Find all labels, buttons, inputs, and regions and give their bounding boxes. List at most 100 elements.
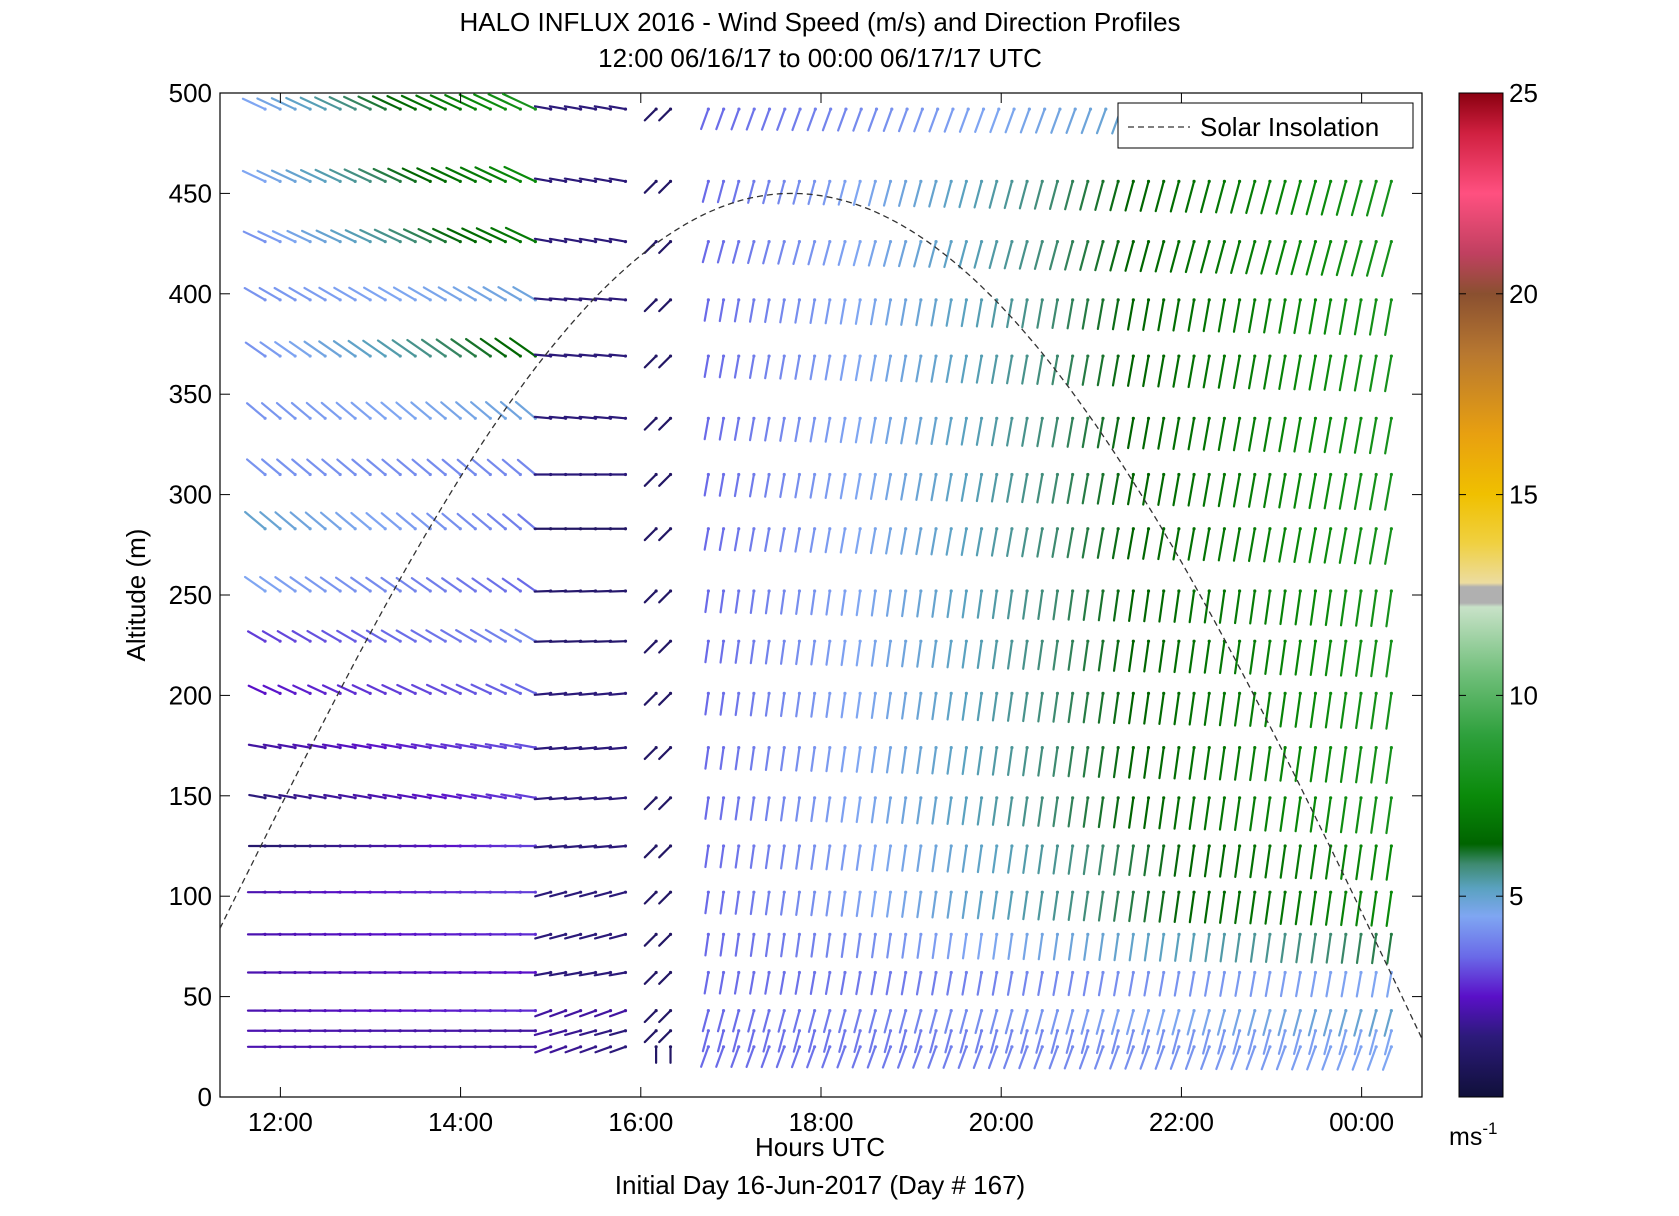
wind-barb-base <box>488 239 492 244</box>
wind-barb-base <box>1283 691 1287 695</box>
wind-barb <box>976 844 983 874</box>
wind-barb <box>1355 891 1363 927</box>
wind-barb <box>1366 1045 1378 1071</box>
wind-barb-base <box>782 691 786 695</box>
wind-barb <box>810 796 816 823</box>
wind-barb-base <box>323 298 327 302</box>
wind-barb-base <box>1025 932 1029 936</box>
wind-barb <box>365 629 387 643</box>
wind-barb <box>1370 844 1378 881</box>
x-axis-label: Hours UTC <box>755 1132 885 1162</box>
wind-barb-base <box>1040 298 1044 302</box>
wind-barb <box>795 891 801 916</box>
wind-barb <box>988 180 998 209</box>
wind-barb <box>1217 473 1226 508</box>
wind-barb-base <box>782 1009 786 1013</box>
wind-barb-base <box>858 179 862 183</box>
wind-barb <box>1035 1009 1044 1035</box>
wind-barb <box>502 93 537 111</box>
wind-barb <box>900 298 907 326</box>
wind-barb-base <box>668 179 673 183</box>
wind-barb-base <box>858 589 862 593</box>
wind-barb-base <box>1253 932 1257 936</box>
wind-barb-base <box>737 107 741 111</box>
wind-barb <box>1233 746 1241 781</box>
wind-barb-base <box>706 639 710 643</box>
wind-barb-base <box>1025 1045 1029 1049</box>
wind-barb <box>564 1009 582 1018</box>
wind-barb <box>563 177 582 183</box>
wind-barb <box>734 589 740 614</box>
wind-barb-base <box>413 354 417 358</box>
wind-barb <box>854 354 862 382</box>
wind-barb-base <box>797 970 802 975</box>
wind-barb-base <box>888 589 893 593</box>
wind-barb-base <box>1389 796 1393 800</box>
wind-barb-base <box>828 1009 832 1013</box>
wind-barb <box>1275 1045 1287 1071</box>
wind-barb <box>658 354 672 369</box>
wind-barb <box>975 298 983 328</box>
wind-barb-base <box>1101 746 1105 750</box>
wind-barb-base <box>1192 239 1196 244</box>
wind-barb <box>1142 527 1150 560</box>
wind-barb <box>1172 417 1180 451</box>
wind-barb <box>930 417 938 446</box>
wind-barb-base <box>1131 416 1135 420</box>
wind-barb-base <box>919 239 923 244</box>
wind-barb <box>500 793 522 799</box>
wind-barb-base <box>473 354 477 358</box>
wind-barb <box>931 746 938 775</box>
wind-barb-base <box>1131 890 1135 894</box>
wind-barb-base <box>1025 527 1029 531</box>
wind-barb <box>289 576 312 593</box>
wind-barb <box>1290 1045 1302 1071</box>
wind-barb-base <box>888 472 893 477</box>
wind-barb-base <box>1253 416 1257 420</box>
wind-barb-base <box>1268 527 1272 531</box>
wind-barb-base <box>1101 354 1105 358</box>
wind-barb <box>336 684 357 695</box>
wind-barb <box>1157 298 1165 332</box>
wind-barb <box>975 527 983 557</box>
wind-barb-base <box>888 1009 893 1013</box>
wind-barb-base <box>752 639 756 643</box>
wind-barb <box>1171 1029 1180 1055</box>
wind-barb-base <box>1192 472 1196 477</box>
wind-barb-base <box>1055 239 1060 244</box>
wind-barb-base <box>1146 1045 1151 1049</box>
wind-barb-base <box>858 796 862 800</box>
wind-barb-base <box>964 589 968 593</box>
wind-barb <box>1338 527 1347 564</box>
wind-barb <box>1202 298 1211 333</box>
wind-barb <box>455 793 477 799</box>
wind-barb-base <box>1207 1029 1211 1033</box>
wind-barb-base <box>813 691 817 695</box>
wind-barb <box>961 796 968 826</box>
wind-barb <box>533 1029 552 1037</box>
wind-barb-base <box>323 239 327 244</box>
wind-barb-base <box>1374 472 1378 477</box>
wind-barb-base <box>654 416 658 420</box>
wind-barb-base <box>473 589 477 593</box>
wind-barb-base <box>564 239 568 244</box>
wind-barb <box>1262 1029 1272 1055</box>
wind-barb-base <box>503 472 507 477</box>
wind-barb <box>777 180 786 205</box>
y-tick-label: 300 <box>169 480 212 510</box>
wind-barb <box>1264 971 1272 998</box>
wind-barb <box>396 683 417 695</box>
wind-barb-base <box>979 527 984 531</box>
wind-barb <box>578 640 597 643</box>
wind-barb <box>1230 180 1241 214</box>
wind-barb-base <box>706 890 710 894</box>
wind-barb <box>1340 933 1347 964</box>
wind-barb <box>411 793 432 799</box>
wind-barb-base <box>873 298 877 302</box>
wind-barb-base <box>278 527 282 531</box>
wind-barb <box>716 1009 725 1033</box>
wind-barb <box>913 107 924 133</box>
wind-barb <box>703 298 710 322</box>
wind-barb <box>1051 473 1059 504</box>
wind-barb-base <box>383 589 387 593</box>
